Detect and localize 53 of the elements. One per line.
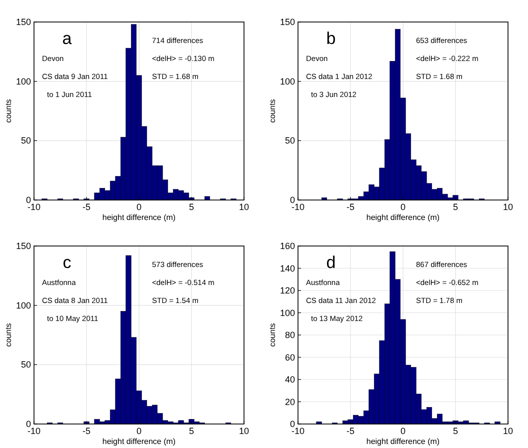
y-tick-label: 120 <box>280 286 295 296</box>
x-tick-label: -10 <box>291 426 305 436</box>
y-axis-title: counts <box>4 99 13 123</box>
y-tick-label: 160 <box>280 241 295 251</box>
x-axis-title: height difference (m) <box>366 213 440 222</box>
x-tick-label: 10 <box>238 426 250 436</box>
x-tick-label: -5 <box>346 202 355 212</box>
y-axis-title: counts <box>268 323 277 347</box>
x-tick-label: -10 <box>291 202 305 212</box>
y-tick-label: 80 <box>284 330 295 340</box>
chart-title: c <box>62 253 72 272</box>
y-tick-label: 0 <box>290 195 295 205</box>
y-tick-label: 50 <box>284 136 295 146</box>
y-tick-label: 100 <box>280 76 295 86</box>
x-axis-title: height difference (m) <box>366 437 440 446</box>
y-tick-label: 150 <box>16 241 31 251</box>
x-tick-label: -10 <box>27 202 41 212</box>
chart-title: b <box>326 29 336 48</box>
y-tick-label: 0 <box>26 195 31 205</box>
y-tick-label: 40 <box>284 374 295 384</box>
y-tick-label: 100 <box>16 300 31 310</box>
y-axis-title: counts <box>4 323 13 347</box>
x-tick-label: 10 <box>238 202 250 212</box>
x-tick-label: -5 <box>346 426 355 436</box>
y-tick-label: 150 <box>280 17 295 27</box>
x-tick-label: -5 <box>82 426 91 436</box>
chart-title: a <box>62 29 72 48</box>
y-tick-label: 100 <box>280 308 295 318</box>
x-tick-label: -10 <box>27 426 41 436</box>
y-tick-label: 150 <box>16 17 31 27</box>
x-axis-title: height difference (m) <box>102 213 176 222</box>
y-tick-label: 50 <box>20 360 31 370</box>
x-tick-label: 5 <box>452 202 458 212</box>
y-tick-label: 60 <box>284 352 295 362</box>
x-tick-label: 5 <box>452 426 458 436</box>
x-tick-label: 5 <box>188 426 194 436</box>
x-tick-label: 0 <box>400 202 406 212</box>
y-tick-label: 0 <box>26 419 31 429</box>
chart-title: d <box>326 253 336 272</box>
x-tick-label: 0 <box>400 426 406 436</box>
y-tick-label: 100 <box>16 76 31 86</box>
x-tick-label: 10 <box>502 202 514 212</box>
x-tick-label: -5 <box>82 202 91 212</box>
y-tick-label: 50 <box>20 136 31 146</box>
y-axis-title: counts <box>268 99 277 123</box>
x-tick-label: 5 <box>188 202 194 212</box>
y-tick-label: 0 <box>290 419 295 429</box>
x-axis-title: height difference (m) <box>102 437 176 446</box>
x-tick-label: 0 <box>136 426 142 436</box>
x-tick-label: 0 <box>136 202 142 212</box>
x-tick-label: 10 <box>502 426 514 436</box>
y-tick-label: 20 <box>284 396 295 407</box>
y-tick-label: 140 <box>280 263 295 274</box>
